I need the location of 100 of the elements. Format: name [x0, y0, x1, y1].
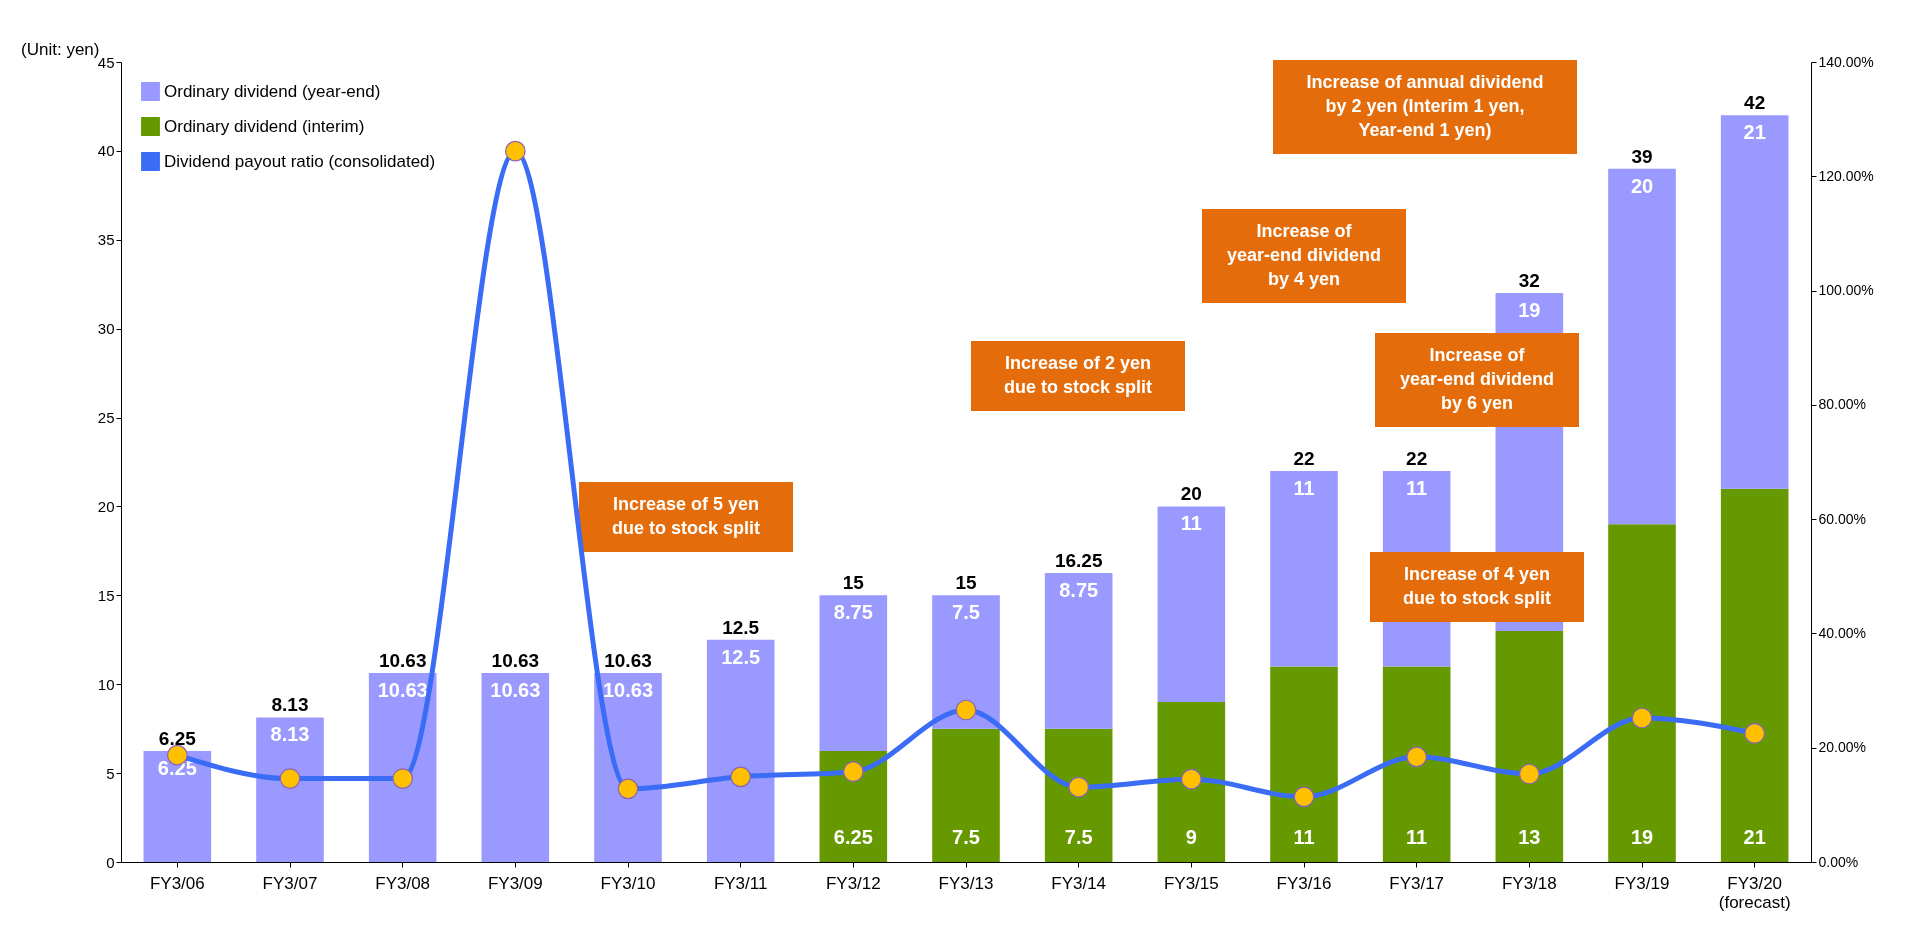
- total-label: 20: [1180, 483, 1202, 505]
- y-tick-label: 5: [106, 764, 115, 782]
- legend-label: Dividend payout ratio (consolidated): [164, 151, 436, 171]
- x-tick-label: FY3/17: [1389, 873, 1445, 893]
- y-axis-title: (Unit: yen): [21, 39, 100, 59]
- bar: [819, 750, 888, 862]
- data-label: 10.63: [377, 679, 428, 702]
- bar: [256, 717, 324, 862]
- data-label: 8.75: [1059, 579, 1099, 602]
- total-label: 16.25: [1054, 550, 1103, 572]
- data-label: 21: [1743, 826, 1766, 848]
- bar: [1608, 168, 1676, 525]
- total-label: 10.63: [604, 650, 652, 672]
- total-label: 39: [1631, 145, 1653, 167]
- annotation: Increase of year-end dividend by 4 yen: [1226, 221, 1382, 289]
- bar: [819, 595, 888, 751]
- data-label: 7.5: [952, 826, 980, 848]
- y-tick-label: 45: [97, 53, 115, 71]
- y2-tick-label: 40.00%: [1818, 624, 1866, 641]
- y2-tick-label: 60.00%: [1818, 510, 1866, 527]
- data-label: 19: [1630, 826, 1654, 848]
- bar: [368, 673, 437, 862]
- legend-label: Ordinary dividend (year-end): [164, 81, 381, 101]
- annotation: Increase of year-end dividend by 6 yen: [1399, 345, 1555, 413]
- total-label: 22: [1406, 447, 1428, 469]
- x-tick-label: FY3/07: [262, 873, 318, 893]
- bar: [1044, 573, 1113, 729]
- bar: [1270, 666, 1338, 862]
- total-label: 22: [1293, 447, 1315, 469]
- data-label: 20: [1630, 174, 1654, 197]
- data-label: 10.63: [602, 679, 654, 702]
- x-tick-label: FY3/18: [1501, 873, 1557, 893]
- x-tick-label: FY3/13: [938, 873, 994, 893]
- data-label: 12.5: [721, 645, 761, 668]
- data-label: 21: [1743, 121, 1766, 144]
- annotation: Increase of annual dividend by 2 yen (Interim 1 yen, Year-end 1 yen): [1306, 72, 1544, 140]
- x-tick-label: FY3/09: [487, 873, 543, 893]
- x-tick-label: FY3/10: [600, 873, 656, 893]
- y-tick-label: 35: [97, 231, 115, 249]
- y-tick-label: 20: [97, 497, 115, 515]
- data-label: 13: [1518, 826, 1541, 848]
- y-tick-label: 10: [97, 675, 115, 693]
- data-label: 10.63: [490, 679, 541, 702]
- y-tick-label: 25: [97, 409, 115, 427]
- x-tick-label: FY3/12: [825, 873, 881, 893]
- bar: [1720, 115, 1789, 489]
- total-label: 15: [842, 572, 865, 594]
- data-label: 11: [1293, 476, 1315, 499]
- annotation: Increase of 5 yen due to stock split: [611, 494, 761, 538]
- annotation: Increase of 2 yen due to stock split: [1003, 353, 1153, 397]
- bar: [932, 595, 1000, 729]
- data-label: 11: [1406, 476, 1428, 499]
- bar: [706, 639, 775, 862]
- legend-label: Ordinary dividend (interim): [164, 116, 365, 136]
- bar: [481, 673, 550, 862]
- x-tick-label: FY3/11: [713, 873, 768, 893]
- x-tick-label: FY3/08: [375, 873, 431, 893]
- y2-tick-label: 20.00%: [1818, 739, 1866, 756]
- total-label: 12.5: [722, 616, 760, 638]
- annotation: Increase of 4 yen due to stock split: [1402, 564, 1552, 608]
- total-label: 6.25: [158, 727, 197, 749]
- total-label: 15: [955, 572, 977, 594]
- data-label: 7.5: [1064, 826, 1093, 848]
- data-label: 8.75: [833, 601, 873, 624]
- bar: [143, 750, 212, 862]
- x-tick-label: FY3/15: [1163, 873, 1219, 893]
- total-label: 10.63: [491, 650, 540, 672]
- data-label: 8.13: [270, 723, 310, 746]
- data-label: 6.25: [833, 826, 873, 848]
- y2-tick-label: 120.00%: [1818, 167, 1874, 184]
- x-tick-label: FY3/19: [1614, 873, 1670, 893]
- data-label: 9: [1185, 826, 1197, 848]
- data-label: 11: [1406, 826, 1428, 848]
- total-label: 32: [1518, 270, 1540, 292]
- bar: [1044, 728, 1113, 862]
- bar: [1382, 666, 1451, 862]
- y-tick-label: 40: [97, 142, 115, 160]
- bar: [1157, 702, 1226, 862]
- bar: [1270, 470, 1338, 667]
- bar: [1157, 506, 1226, 702]
- total-label: 42: [1744, 92, 1766, 114]
- total-label: 8.13: [271, 694, 309, 716]
- y2-tick-label: 100.00%: [1818, 282, 1874, 299]
- x-tick-label: FY3/20 (forecast): [1718, 873, 1791, 912]
- y2-tick-label: 80.00%: [1818, 396, 1866, 413]
- y-tick-label: 30: [97, 320, 115, 338]
- bar: [1495, 630, 1564, 862]
- x-tick-label: FY3/16: [1276, 873, 1332, 893]
- x-tick-label: FY3/14: [1051, 873, 1107, 893]
- bar: [932, 728, 1000, 862]
- y-tick-label: 0: [106, 853, 115, 871]
- x-tick-label: FY3/06: [149, 873, 205, 893]
- bar: [594, 673, 662, 862]
- data-label: 7.5: [952, 601, 980, 624]
- data-label: 11: [1293, 826, 1315, 848]
- total-label: 10.63: [378, 650, 427, 672]
- bar: [1720, 488, 1789, 862]
- y2-tick-label: 0.00%: [1818, 853, 1859, 870]
- y-tick-label: 15: [97, 586, 115, 604]
- bar: [1608, 524, 1676, 862]
